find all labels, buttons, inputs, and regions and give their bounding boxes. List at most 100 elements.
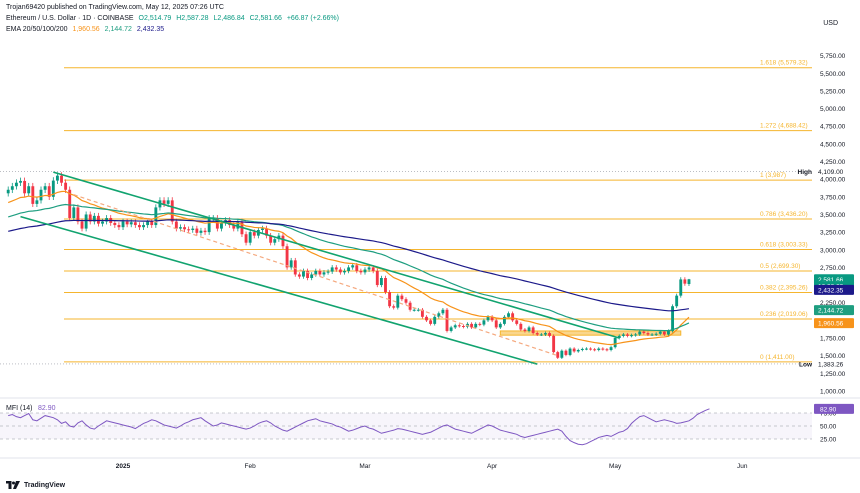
candle-body (183, 227, 186, 230)
candle-body (638, 331, 642, 335)
candle-body (330, 267, 334, 272)
y-tick-label: 1,750.00 (820, 336, 846, 343)
price-badge-value: 2,144.72 (818, 308, 844, 315)
candle-body (560, 350, 564, 358)
candle-body (64, 182, 68, 190)
channel-mid-line (73, 194, 558, 357)
candle-body (72, 207, 76, 218)
candle-body (371, 267, 375, 271)
ema-label[interactable]: EMA 20/50/100/200 (6, 26, 68, 33)
price-badge-value: 2,581.66 (818, 277, 844, 284)
candle-body (461, 326, 465, 327)
candle-body (552, 335, 556, 353)
candle-body (203, 230, 207, 233)
candle-body (384, 278, 387, 293)
candle-body (113, 222, 117, 226)
candle-body (531, 327, 535, 334)
tradingview-footer[interactable]: TradingView (6, 481, 65, 489)
y-tick-label: 5,000.00 (820, 106, 846, 113)
candle-body (220, 222, 223, 229)
y-tick-label: 1,000.00 (820, 388, 846, 395)
candle-body (96, 215, 100, 224)
ema20-value: 1,960.56 (72, 26, 100, 33)
symbol-title: Ethereum / U.S. Dollar · 1D · COINBASE (6, 15, 134, 22)
ema-line-100 (8, 219, 690, 312)
candle-body (642, 331, 646, 334)
candle-body (593, 349, 597, 351)
candle-body (433, 316, 437, 324)
candle-body (453, 325, 457, 328)
candle-body (457, 325, 461, 327)
candle-body (597, 348, 601, 350)
fib-level-label: 0.236 (2,019.06) (760, 311, 808, 318)
candle-body (39, 189, 43, 201)
candle-body (576, 350, 580, 352)
y-tick-label: 3,250.00 (820, 230, 846, 237)
mfi-label: MFI (14) (6, 405, 32, 412)
candle-body (23, 180, 27, 194)
y-tick-label: 4,000.00 (820, 177, 846, 184)
y-tick-label: 1,500.00 (820, 353, 846, 360)
candle-body (252, 232, 256, 236)
mfi-band (0, 413, 812, 439)
candle-body (474, 323, 478, 328)
y-tick-label: 4,500.00 (820, 141, 846, 148)
extreme-marker-bg (814, 166, 854, 177)
candle-body (507, 313, 510, 317)
candle-body (80, 221, 84, 229)
mfi-level-label: 25.00 (820, 437, 837, 444)
mfi-value: 82.90 (38, 405, 56, 412)
candle-body (396, 295, 400, 308)
candle-body (543, 333, 547, 335)
candle-body (412, 309, 416, 311)
candle-body (170, 200, 174, 222)
candle-body (490, 316, 494, 321)
candle-body (482, 320, 486, 325)
candle-body (568, 348, 572, 355)
x-tick-label: Apr (487, 463, 498, 470)
candle-body (617, 335, 621, 338)
fib-level-label: 0.618 (3,003.33) (760, 242, 808, 249)
candle-body (662, 331, 666, 335)
fib-level-label: 0.382 (2,395.26) (760, 284, 808, 291)
candle-body (142, 225, 145, 228)
y-tick-label: 4,750.00 (820, 124, 846, 131)
candle-body (548, 333, 551, 336)
candle-body (486, 316, 490, 321)
fib-level-label: 0 (1,411.00) (760, 354, 795, 361)
candle-body (359, 270, 363, 273)
channel-upper-line (53, 171, 620, 339)
y-tick-label: 1,250.00 (820, 371, 846, 378)
mfi-line (8, 408, 710, 446)
candle-body (478, 323, 482, 325)
candle-body (626, 334, 629, 336)
candle-body (351, 265, 355, 268)
ohlc-change: +66.87 (+2.66%) (286, 15, 339, 22)
candle-body (43, 186, 47, 190)
candle-body (441, 309, 445, 314)
candle-body (654, 333, 658, 335)
currency-label: USD (823, 20, 838, 27)
candle-body (425, 316, 428, 321)
candle-body (634, 334, 638, 336)
candle-body (55, 175, 59, 181)
candle-body (379, 278, 383, 286)
candle-body (150, 221, 154, 226)
candle-body (162, 200, 166, 204)
mfi-badge (814, 403, 854, 414)
fib-level-label: 0.5 (2,699.30) (760, 263, 800, 270)
ema-line-50 (8, 203, 690, 332)
candle-body (232, 225, 236, 229)
extreme-marker-value: 4,109.00 (818, 169, 844, 176)
support-zone (499, 330, 682, 336)
candle-body (310, 274, 314, 278)
extreme-marker-label: Low (799, 361, 813, 368)
mfi-badge-value: 82.90 (820, 406, 837, 413)
candle-body (556, 352, 560, 358)
candle-body (523, 329, 527, 331)
candle-body (19, 180, 22, 183)
candle-body (343, 270, 346, 273)
candle-body (404, 299, 408, 303)
candle-body (535, 333, 539, 335)
